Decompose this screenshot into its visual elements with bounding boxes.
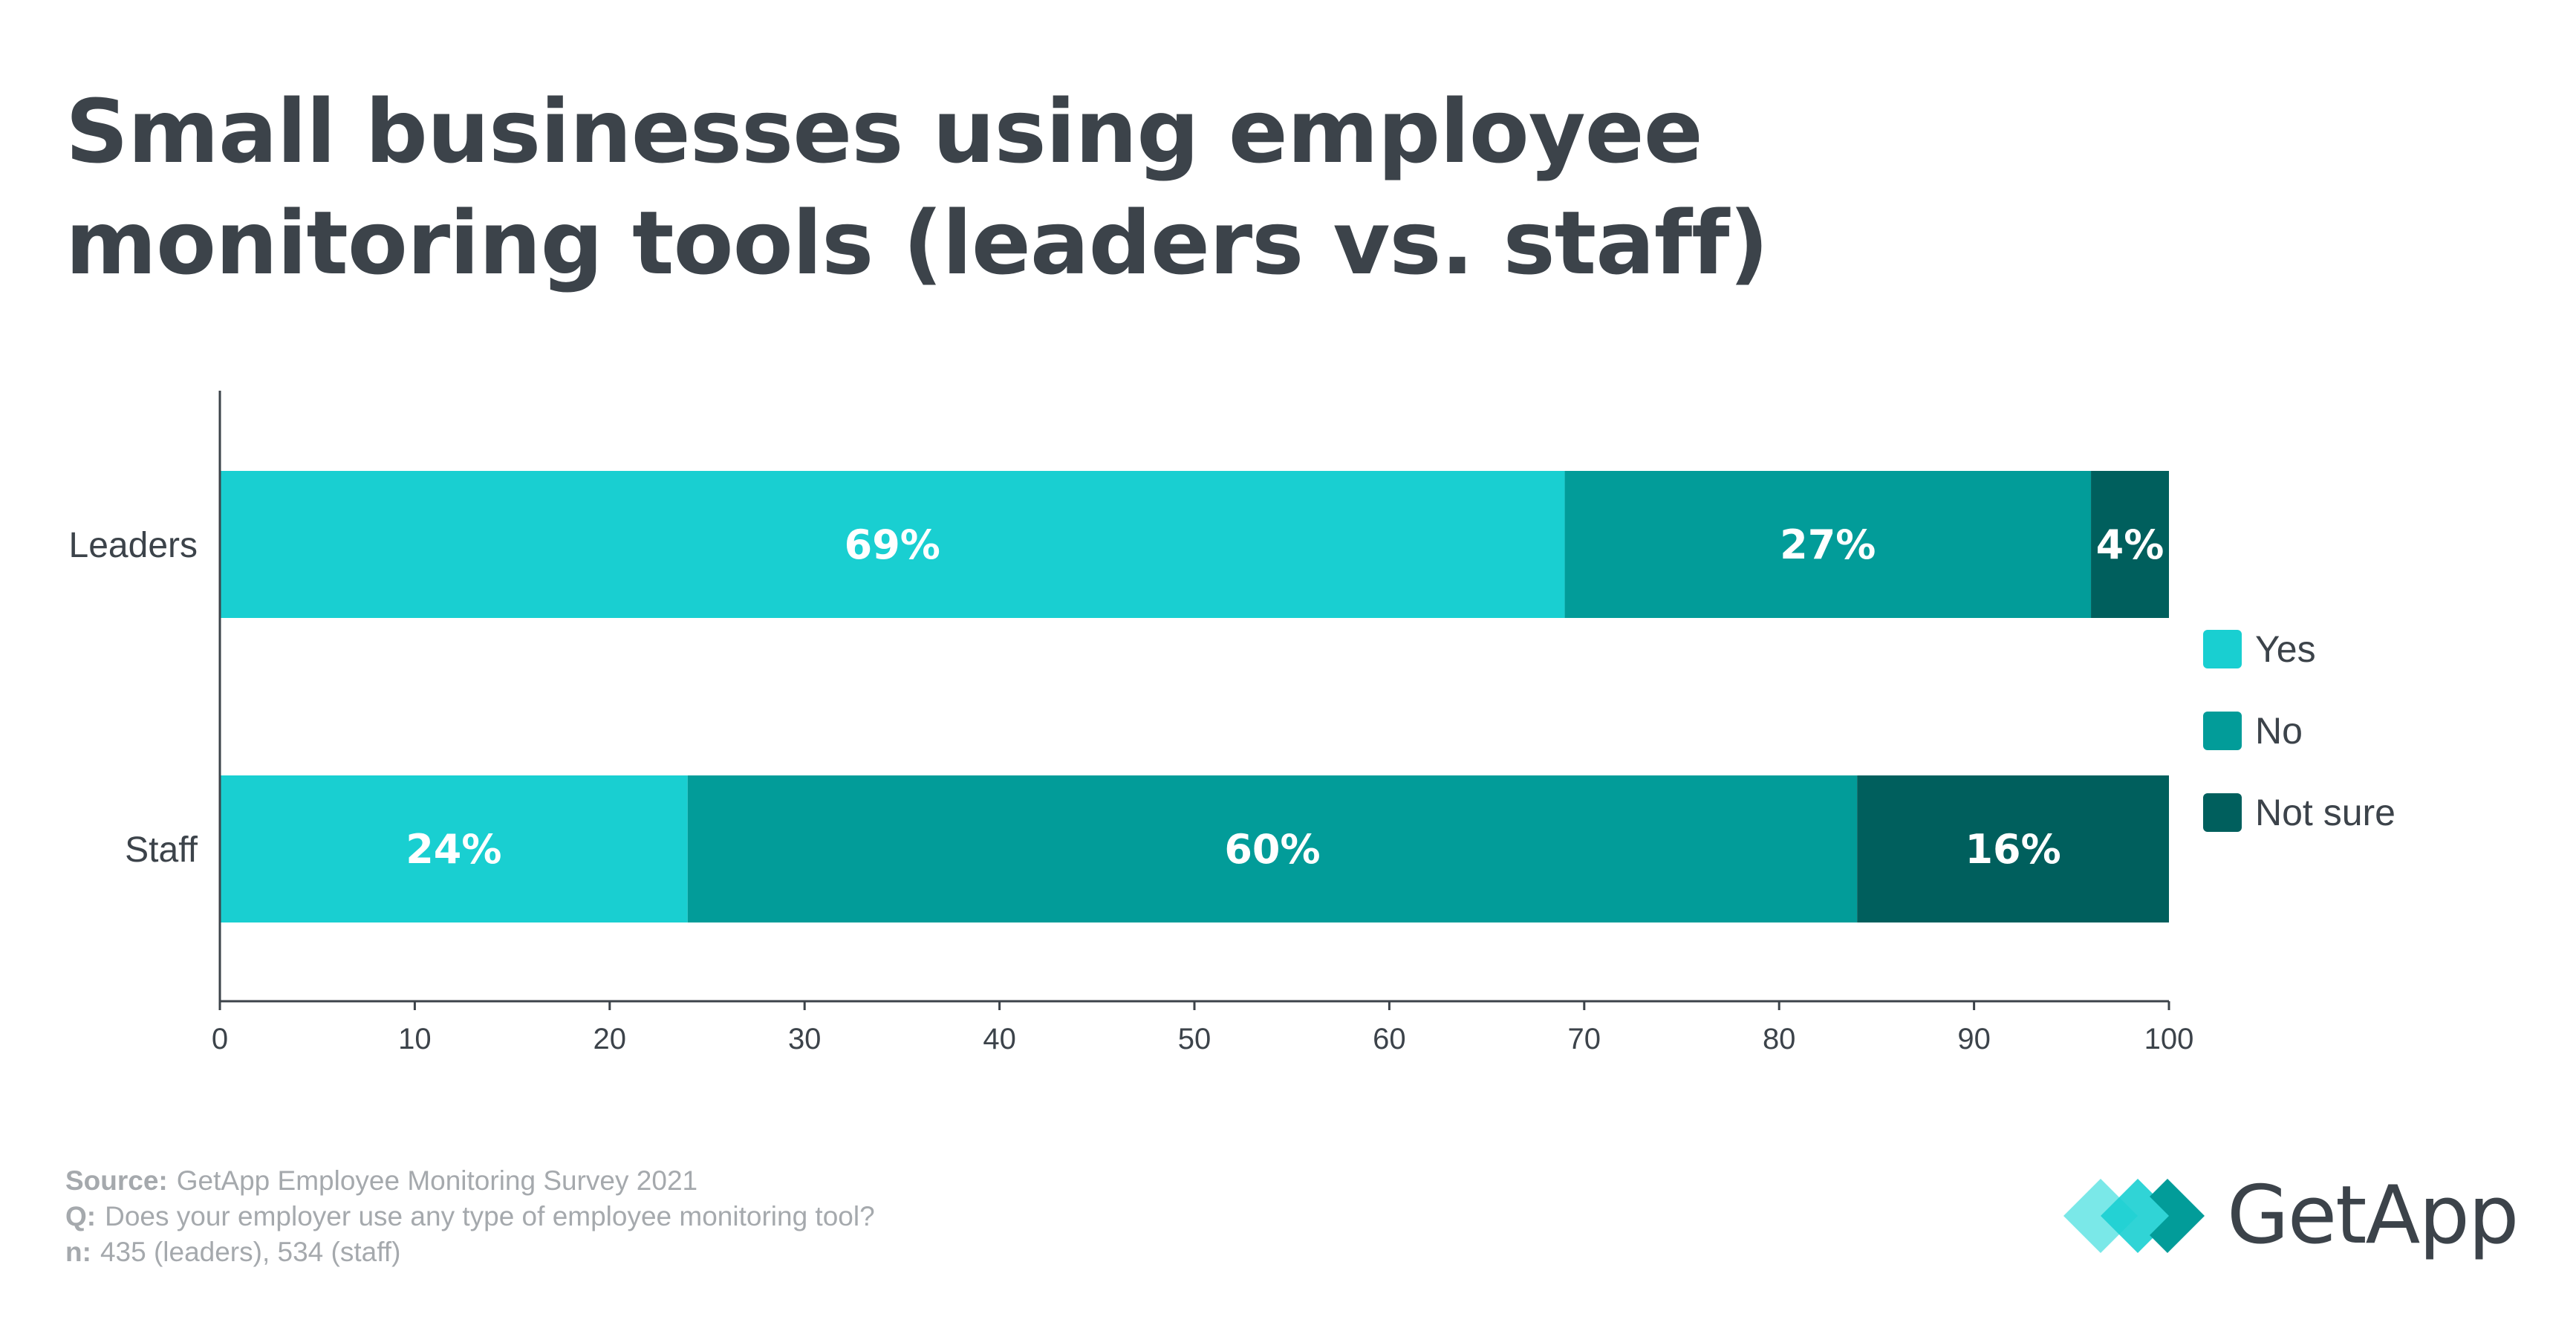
legend-item-no: No (2203, 710, 2396, 752)
bar-staff-not-sure (1857, 775, 2169, 922)
legend-swatch-no (2203, 712, 2242, 750)
legend-label-not-sure: Not sure (2255, 792, 2396, 833)
x-tick-label-60: 60 (1373, 1023, 1406, 1055)
bar-staff-yes (220, 775, 688, 922)
bars-group: 69% 27% 4% 24% 60% 16% (220, 471, 2169, 922)
x-tick-label-80: 80 (1763, 1023, 1796, 1055)
x-tick-labels: 0 10 20 30 40 50 60 70 80 90 100 (212, 1023, 2194, 1055)
bar-leaders-yes (220, 471, 1565, 618)
footer-source-text: GetApp Employee Monitoring Survey 2021 (176, 1165, 698, 1196)
footer-source-key: Source: (65, 1165, 168, 1196)
x-tick-label-30: 30 (788, 1023, 822, 1055)
x-tick-label-50: 50 (1178, 1023, 1211, 1055)
category-labels: Leaders Staff (69, 526, 198, 870)
x-tick-label-20: 20 (593, 1023, 627, 1055)
footer-source: Source: GetApp Employee Monitoring Survey… (65, 1163, 875, 1199)
logo-text: GetApp (2227, 1169, 2519, 1262)
bar-label-staff-no: 60% (1224, 826, 1320, 873)
bar-label-staff-not-sure: 16% (1965, 826, 2061, 873)
bar-label-staff-yes: 24% (406, 826, 501, 873)
x-tick-label-70: 70 (1568, 1023, 1601, 1055)
legend-swatch-not-sure (2203, 793, 2242, 832)
footer-question-key: Q: (65, 1201, 97, 1231)
bar-staff-no (687, 775, 1858, 922)
chart-title-line-2: monitoring tools (leaders vs. staff) (65, 192, 1769, 294)
x-tick-label-40: 40 (983, 1023, 1016, 1055)
legend-label-no: No (2255, 710, 2303, 752)
category-label-staff: Staff (125, 830, 198, 870)
chart-title: Small businesses using employee monitori… (65, 76, 2071, 299)
x-tick-label-90: 90 (1957, 1023, 1991, 1055)
legend: Yes No Not sure (2203, 628, 2396, 873)
getapp-logo: GetApp (2056, 1169, 2519, 1262)
footer-sample-key: n: (65, 1237, 91, 1267)
legend-swatch-yes (2203, 630, 2242, 668)
legend-item-not-sure: Not sure (2203, 792, 2396, 833)
footer-question: Q: Does your employer use any type of emp… (65, 1199, 875, 1234)
bar-leaders-no (1564, 471, 2092, 618)
category-label-leaders: Leaders (69, 526, 198, 565)
chart-footer: Source: GetApp Employee Monitoring Survey… (65, 1163, 875, 1270)
footer-sample-text: 435 (leaders), 534 (staff) (100, 1237, 401, 1267)
bar-leaders-not-sure (2091, 471, 2169, 618)
axes-group (218, 391, 2170, 1010)
getapp-diamond-icon (2063, 1178, 2205, 1253)
x-tick-label-100: 100 (2144, 1023, 2194, 1055)
bar-label-leaders-not-sure: 4% (2096, 521, 2164, 568)
legend-item-yes: Yes (2203, 628, 2396, 670)
bar-label-leaders-no: 27% (1780, 521, 1876, 568)
x-tick-label-10: 10 (398, 1023, 432, 1055)
x-tick-label-0: 0 (212, 1023, 228, 1055)
footer-question-text: Does your employer use any type of emplo… (105, 1201, 875, 1231)
bar-label-leaders-yes: 69% (845, 521, 940, 568)
legend-label-yes: Yes (2255, 628, 2316, 670)
chart-title-line-1: Small businesses using employee (65, 80, 1703, 183)
footer-sample: n: 435 (leaders), 534 (staff) (65, 1234, 875, 1270)
